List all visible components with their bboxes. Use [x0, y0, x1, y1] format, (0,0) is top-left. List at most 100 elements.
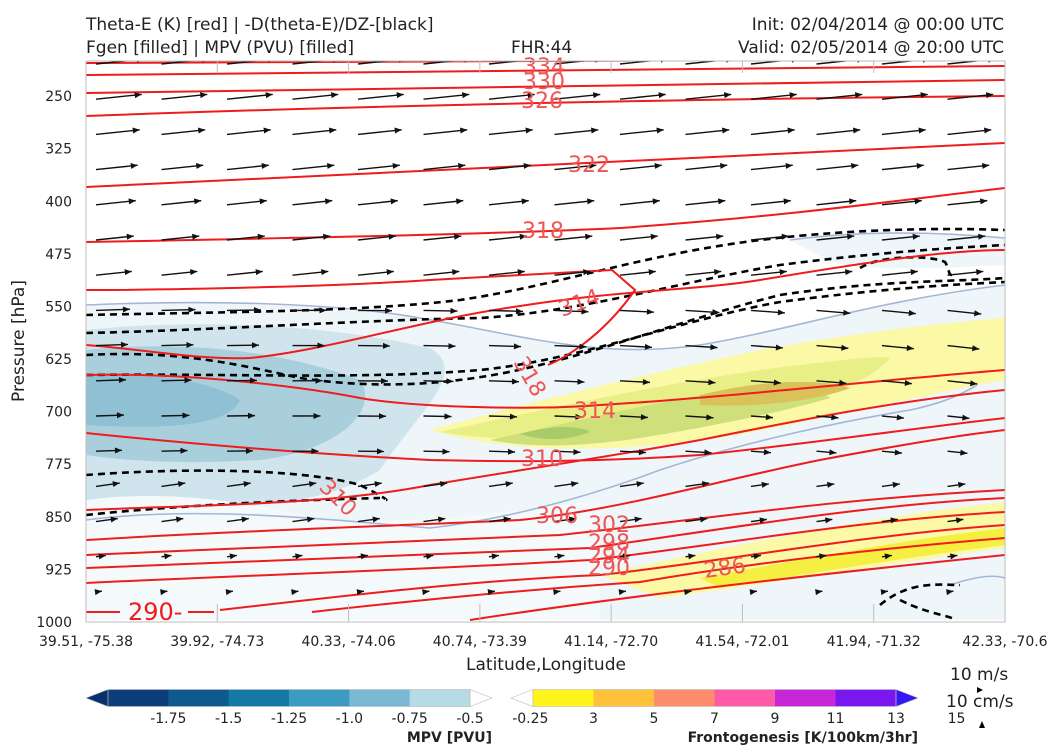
wind-vector — [947, 449, 968, 456]
wind-vector — [95, 516, 118, 523]
wind-vector — [423, 198, 464, 206]
wind-vector — [357, 307, 393, 314]
y-tick-label: 925 — [45, 562, 72, 578]
wind-vector — [554, 198, 595, 206]
wind-vector — [618, 589, 627, 596]
wind-vector — [816, 309, 851, 316]
wind-vector — [357, 162, 400, 171]
wind-vector — [816, 162, 859, 171]
wind-vector — [816, 517, 833, 524]
wind-vector — [947, 92, 994, 100]
wind-vector — [488, 162, 531, 171]
wind-vector — [161, 162, 204, 171]
wind-vector — [1013, 553, 1023, 559]
wind-vector — [95, 481, 120, 488]
wind-vector — [1013, 415, 1035, 421]
wind-vector — [1013, 482, 1031, 488]
wind-vector — [1013, 128, 1050, 135]
wind-vector — [619, 308, 654, 315]
wind-vector — [357, 92, 404, 100]
wind-vector — [554, 308, 589, 315]
y-tick-label: 625 — [45, 352, 72, 368]
wind-vectors — [94, 61, 1050, 596]
wind-vector — [95, 412, 125, 419]
wind-vector — [750, 309, 785, 316]
wind-ref-arrow-vertical — [979, 721, 985, 728]
y-tick-label: 850 — [45, 510, 72, 526]
wind-vector — [423, 448, 450, 455]
wind-vector — [619, 162, 662, 171]
wind-vector — [1013, 346, 1045, 352]
wind-vector — [750, 481, 769, 488]
wind-vector — [226, 307, 262, 314]
wind-vector — [292, 233, 331, 241]
colorbar-swatch — [168, 689, 230, 707]
wind-vector — [881, 269, 918, 276]
wind-vector — [816, 61, 861, 65]
forecast-hour: FHR:44 — [511, 38, 573, 58]
wind-vector — [947, 553, 958, 560]
wind-vector — [226, 92, 273, 100]
wind-vector — [357, 448, 385, 455]
wind-vector — [161, 127, 206, 136]
theta-e-labels: 334 330 326 322 318 314 318 314 310 310 … — [128, 55, 747, 626]
wind-vector — [685, 379, 716, 386]
wind-vector — [423, 516, 446, 523]
y-tick-label: 400 — [45, 194, 72, 210]
colorbar-tick-label: -1.5 — [215, 711, 242, 727]
wind-vector — [947, 380, 978, 387]
wind-vector — [423, 378, 454, 385]
wind-vector — [356, 589, 365, 596]
wind-vector — [422, 589, 430, 596]
wind-vector — [685, 449, 712, 456]
wind-vector — [881, 344, 914, 351]
wind-vector — [423, 413, 452, 420]
theta-e-contour-line — [86, 249, 1005, 360]
wind-reference: 10 m/s 10 cm/s — [946, 665, 1014, 728]
wind-vector — [815, 589, 823, 596]
theta-e-contour-line — [86, 369, 1005, 409]
theta-e-contour-line — [311, 537, 1005, 613]
wind-vector — [619, 449, 647, 456]
wind-vector — [161, 377, 192, 384]
wind-vector — [226, 481, 251, 488]
wind-vector — [619, 61, 665, 65]
wind-vector — [816, 553, 827, 560]
wind-vector — [685, 92, 732, 100]
wind-vector — [292, 481, 317, 488]
y-tick-label: 325 — [45, 142, 72, 158]
wind-vector — [816, 344, 849, 351]
colorbar-swatch — [533, 689, 594, 707]
wind-vector — [292, 269, 329, 276]
colorbar-tick-label: -1.25 — [271, 711, 307, 727]
x-axis: 39.51, -75.38 39.92, -74.73 40.33, -74.06 4… — [39, 634, 1048, 650]
wind-vector — [95, 233, 134, 241]
wind-vector — [226, 342, 260, 349]
wind-vector — [554, 269, 591, 276]
wind-vector — [750, 449, 771, 456]
wind-vector — [357, 516, 380, 523]
x-axis-label: Latitude,Longitude — [466, 655, 626, 675]
colorbar-tick-label: 7 — [710, 711, 719, 727]
wind-vector — [291, 589, 299, 596]
wind-vector — [1013, 198, 1050, 204]
theta-e-label: 290 — [588, 556, 630, 581]
wind-vector — [226, 269, 263, 276]
wind-vector — [161, 233, 200, 241]
x-tick-label: 41.94, -71.32 — [827, 634, 921, 650]
wind-vector — [685, 162, 728, 171]
wind-vector — [488, 308, 524, 315]
wind-vector — [881, 380, 912, 386]
wind-vector — [1013, 163, 1050, 170]
theta-e-label: 314 — [574, 399, 616, 424]
wind-vector — [947, 233, 986, 241]
wind-vector — [423, 127, 468, 136]
wind-vector — [947, 198, 988, 206]
wind-vector — [881, 553, 893, 560]
wind-vector — [619, 343, 652, 350]
wind-vector — [816, 92, 863, 100]
wind-vector — [94, 589, 103, 596]
wind-vector — [749, 589, 758, 596]
wind-vector — [816, 127, 861, 136]
colorbar-swatch — [349, 689, 411, 707]
